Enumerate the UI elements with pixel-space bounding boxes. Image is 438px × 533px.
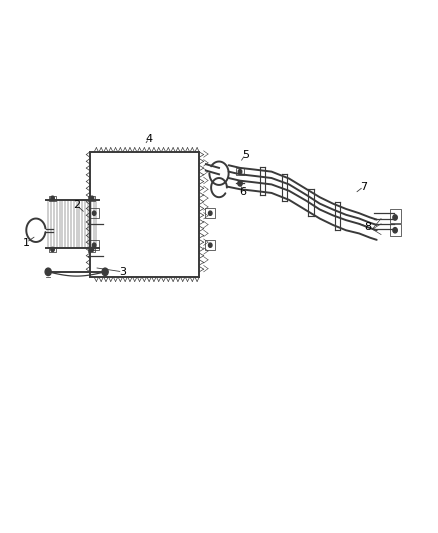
Bar bbox=[49, 247, 56, 252]
Bar bbox=[205, 208, 215, 218]
Text: 8: 8 bbox=[364, 222, 371, 231]
Circle shape bbox=[238, 169, 242, 174]
Text: 7: 7 bbox=[360, 182, 367, 191]
Circle shape bbox=[92, 243, 96, 247]
Text: 3: 3 bbox=[119, 267, 126, 277]
Text: 1: 1 bbox=[23, 238, 30, 247]
Bar bbox=[88, 196, 95, 201]
Bar bbox=[205, 240, 215, 250]
Bar bbox=[89, 208, 99, 218]
Circle shape bbox=[102, 268, 108, 276]
Bar bbox=[390, 224, 401, 236]
Bar bbox=[236, 168, 244, 175]
Circle shape bbox=[393, 215, 397, 220]
Circle shape bbox=[92, 211, 96, 215]
Text: 5: 5 bbox=[242, 150, 249, 159]
Circle shape bbox=[51, 247, 54, 252]
Bar bbox=[49, 196, 56, 201]
Circle shape bbox=[90, 247, 94, 252]
Bar bbox=[89, 240, 99, 250]
Text: 6: 6 bbox=[240, 187, 247, 197]
Text: 4: 4 bbox=[145, 134, 152, 143]
Circle shape bbox=[90, 196, 94, 200]
Circle shape bbox=[51, 196, 54, 200]
Circle shape bbox=[393, 228, 397, 233]
Text: 2: 2 bbox=[73, 200, 80, 210]
Bar bbox=[90, 152, 199, 277]
Bar bbox=[390, 209, 401, 223]
Circle shape bbox=[208, 243, 212, 247]
Circle shape bbox=[208, 211, 212, 215]
Bar bbox=[88, 247, 95, 252]
Circle shape bbox=[238, 181, 242, 186]
Circle shape bbox=[45, 268, 51, 276]
